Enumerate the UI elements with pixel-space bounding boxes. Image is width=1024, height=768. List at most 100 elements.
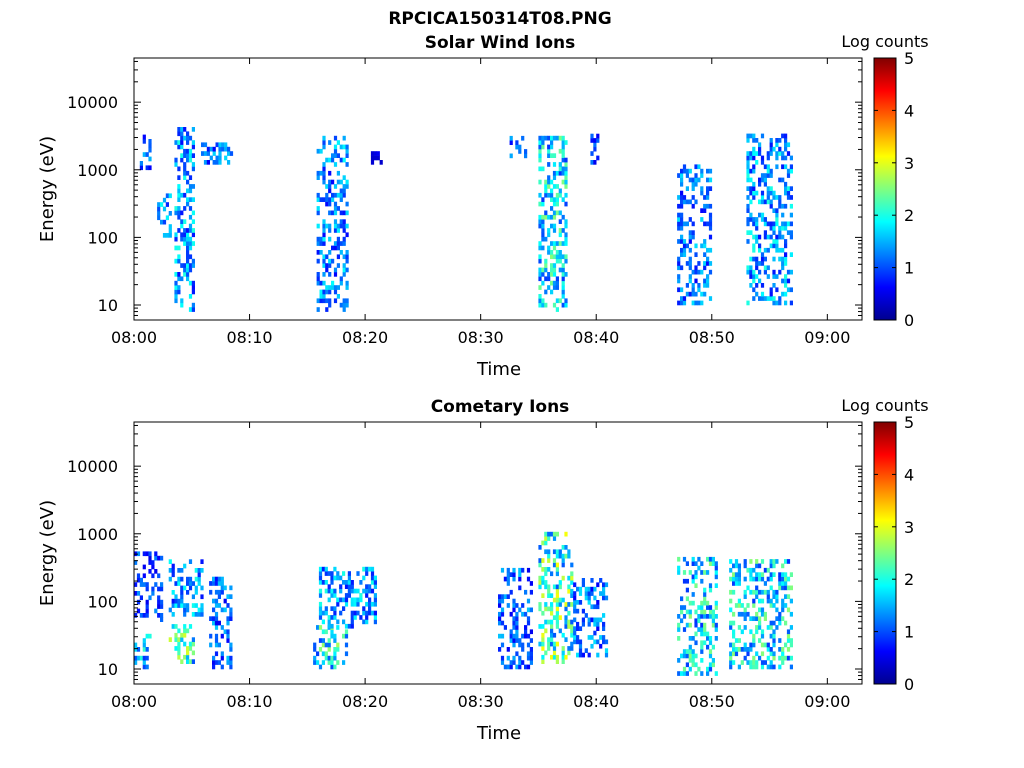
- heatmap-cell: [573, 604, 577, 610]
- heatmap-cell: [604, 595, 609, 601]
- heatmap-cell: [766, 173, 770, 178]
- heatmap-cell: [325, 254, 329, 260]
- heatmap-cell: [180, 659, 184, 664]
- heatmap-cell: [526, 620, 531, 626]
- heatmap-cell: [752, 217, 756, 222]
- colorbar-tick-label: 3: [904, 518, 914, 537]
- heatmap-cell: [547, 593, 551, 598]
- heatmap-cell: [775, 559, 779, 564]
- heatmap-cell: [691, 186, 695, 191]
- heatmap-cell: [775, 247, 779, 253]
- heatmap-cell: [763, 181, 767, 187]
- heatmap-cell: [708, 583, 713, 588]
- heatmap-cell: [697, 300, 701, 306]
- heatmap-cell: [145, 586, 149, 592]
- heatmap-cell: [732, 629, 736, 635]
- heatmap-cell: [564, 166, 568, 172]
- heatmap-cell: [584, 586, 588, 592]
- heatmap-cell: [344, 633, 349, 639]
- heatmap-cell: [688, 230, 692, 235]
- heatmap-cell: [552, 302, 557, 308]
- heatmap-cell: [203, 160, 208, 165]
- heatmap-cell: [734, 651, 739, 657]
- heatmap-cell: [209, 581, 213, 586]
- heatmap-cell: [541, 223, 545, 229]
- heatmap-cell: [183, 153, 187, 158]
- heatmap-cell: [708, 234, 713, 240]
- heatmap-cell: [336, 179, 340, 185]
- heatmap-cell: [561, 659, 565, 664]
- heatmap-cell: [706, 195, 710, 200]
- heatmap-cell: [552, 272, 557, 277]
- heatmap-cell: [703, 587, 707, 593]
- heatmap-cell: [593, 621, 597, 627]
- heatmap-cell: [518, 607, 522, 613]
- heatmap-cell: [691, 195, 695, 200]
- heatmap-cell: [587, 617, 591, 623]
- heatmap-cell: [596, 621, 600, 627]
- heatmap-cell: [515, 144, 519, 150]
- heatmap-cell: [541, 646, 545, 651]
- heatmap-cell: [729, 598, 733, 604]
- heatmap-cell: [328, 250, 332, 255]
- heatmap-cell: [336, 571, 340, 576]
- heatmap-cell: [596, 617, 600, 623]
- heatmap-cell: [697, 287, 701, 293]
- heatmap-cell: [758, 177, 762, 183]
- heatmap-cell: [752, 155, 756, 161]
- heatmap-cell: [177, 188, 181, 194]
- heatmap-cell: [327, 642, 331, 648]
- heatmap-cell: [183, 272, 187, 277]
- heatmap-cell: [347, 593, 351, 598]
- heatmap-cell: [602, 591, 606, 596]
- heatmap-cell: [174, 646, 178, 651]
- heatmap-cell: [587, 600, 591, 605]
- heatmap-cell: [763, 256, 767, 262]
- heatmap-cell: [336, 647, 340, 652]
- heatmap-cell: [680, 177, 684, 183]
- heatmap-cell: [706, 636, 710, 641]
- heatmap-cell: [711, 609, 715, 615]
- heatmap-cell: [746, 160, 750, 165]
- heatmap-cell: [746, 208, 750, 213]
- heatmap-cell: [688, 177, 692, 183]
- y-tick-label: 10: [98, 660, 118, 679]
- heatmap-cell: [552, 228, 557, 233]
- heatmap-cell: [573, 591, 577, 596]
- heatmap-cell: [775, 607, 779, 613]
- heatmap-cell: [564, 254, 568, 260]
- heatmap-cell: [784, 221, 788, 227]
- heatmap-cell: [333, 638, 337, 643]
- heatmap-cell: [778, 296, 782, 301]
- heatmap-cell: [700, 600, 704, 606]
- heatmap-cell: [766, 594, 770, 599]
- heatmap-cell: [188, 197, 193, 202]
- heatmap-cell: [368, 606, 372, 611]
- heatmap-cell: [220, 581, 224, 586]
- heatmap-cell: [550, 606, 554, 612]
- heatmap-cell: [327, 584, 331, 589]
- heatmap-cell: [201, 142, 205, 148]
- heatmap-cell: [503, 594, 507, 599]
- heatmap-cell: [328, 201, 332, 207]
- heatmap-cell: [177, 289, 181, 295]
- heatmap-cell: [498, 620, 502, 626]
- heatmap-cell: [732, 620, 736, 626]
- heatmap-cell: [677, 287, 681, 293]
- heatmap-cell: [550, 593, 554, 598]
- heatmap-cell: [746, 300, 750, 306]
- heatmap-cell: [760, 559, 765, 564]
- heatmap-cell: [538, 201, 542, 207]
- heatmap-cell: [145, 613, 149, 618]
- heatmap-cell: [567, 619, 571, 625]
- heatmap-cell: [322, 140, 326, 145]
- heatmap-cell: [218, 146, 222, 152]
- heatmap-cell: [593, 639, 597, 645]
- heatmap-cell: [544, 210, 548, 216]
- heatmap-cell: [215, 155, 219, 161]
- heatmap-cell: [336, 263, 340, 268]
- heatmap-cell: [694, 622, 698, 628]
- heatmap-cell: [694, 583, 698, 588]
- heatmap-cell: [778, 638, 782, 643]
- heatmap-cell: [544, 619, 548, 625]
